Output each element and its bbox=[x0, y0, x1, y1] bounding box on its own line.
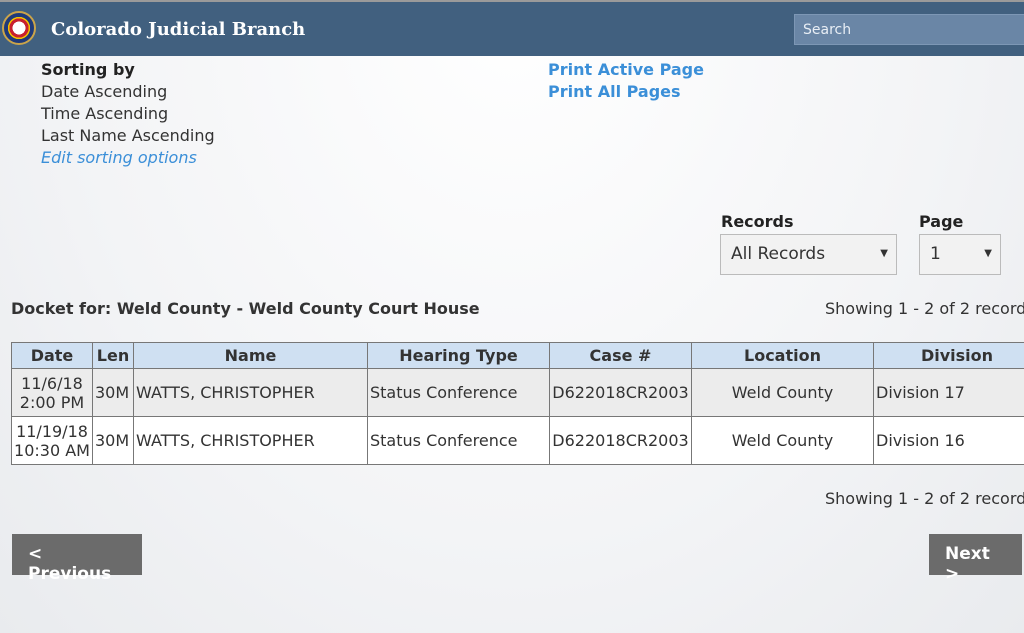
sorting-heading: Sorting by bbox=[41, 60, 135, 79]
caret-down-icon: ▼ bbox=[880, 248, 888, 259]
date: 11/6/18 bbox=[21, 373, 83, 393]
time: 2:00 PM bbox=[19, 392, 85, 412]
table-header-row: Date Len Name Hearing Type Case # Locati… bbox=[11, 342, 1024, 369]
showing-count-top: Showing 1 - 2 of 2 records bbox=[825, 299, 1024, 318]
name-cell: WATTS, CHRISTOPHER bbox=[133, 368, 368, 417]
col-location: Location bbox=[691, 342, 874, 369]
sort-item: Date Ascending bbox=[41, 82, 168, 101]
table-row: 11/19/18 10:30 AM 30M WATTS, CHRISTOPHER … bbox=[11, 416, 1024, 465]
col-name: Name bbox=[133, 342, 368, 369]
previous-button[interactable]: < Previous bbox=[12, 534, 142, 584]
caret-down-icon: ▼ bbox=[984, 248, 992, 259]
len-cell: 30M bbox=[92, 416, 134, 465]
table-row: 11/6/18 2:00 PM 30M WATTS, CHRISTOPHER St… bbox=[11, 368, 1024, 417]
showing-count-bottom: Showing 1 - 2 of 2 records bbox=[825, 489, 1024, 508]
records-label: Records bbox=[721, 212, 794, 231]
len-cell: 30M bbox=[92, 368, 134, 417]
edit-sorting-link[interactable]: Edit sorting options bbox=[41, 148, 197, 167]
header-bar: Colorado Judicial Branch Search bbox=[0, 0, 1024, 56]
sort-item: Last Name Ascending bbox=[41, 126, 215, 145]
records-select[interactable]: All Records ▼ bbox=[720, 234, 897, 275]
records-value: All Records bbox=[731, 244, 826, 264]
page-value: 1 bbox=[930, 244, 941, 264]
col-len: Len bbox=[92, 342, 134, 369]
case-cell[interactable]: D622018CR2003 bbox=[549, 416, 692, 465]
hearing-type-cell: Status Conference bbox=[367, 416, 550, 465]
page-label: Page bbox=[919, 212, 964, 231]
sorting-panel: Sorting by Date Ascending Time Ascending… bbox=[41, 59, 215, 169]
date-cell: 11/6/18 2:00 PM bbox=[11, 368, 93, 417]
division-cell: Division 16 bbox=[873, 416, 1024, 465]
print-links: Print Active Page Print All Pages bbox=[548, 59, 704, 103]
page-select[interactable]: 1 ▼ bbox=[919, 234, 1001, 275]
print-active-page-link[interactable]: Print Active Page bbox=[548, 60, 704, 79]
docket-title: Docket for: Weld County - Weld County Co… bbox=[11, 299, 480, 318]
col-hearing-type: Hearing Type bbox=[367, 342, 550, 369]
col-case: Case # bbox=[549, 342, 692, 369]
print-all-pages-link[interactable]: Print All Pages bbox=[548, 82, 681, 101]
division-cell: Division 17 bbox=[873, 368, 1024, 417]
hearing-type-cell: Status Conference bbox=[367, 368, 550, 417]
location-cell: Weld County bbox=[691, 416, 874, 465]
date-cell: 11/19/18 10:30 AM bbox=[11, 416, 93, 465]
seal-logo-icon[interactable] bbox=[2, 11, 36, 45]
name-cell: WATTS, CHRISTOPHER bbox=[133, 416, 368, 465]
case-cell[interactable]: D622018CR2003 bbox=[549, 368, 692, 417]
next-button[interactable]: Next > bbox=[929, 534, 1022, 584]
location-cell: Weld County bbox=[691, 368, 874, 417]
search-input[interactable]: Search bbox=[794, 14, 1024, 45]
docket-table: Date Len Name Hearing Type Case # Locati… bbox=[11, 342, 1024, 465]
sort-item: Time Ascending bbox=[41, 104, 169, 123]
col-division: Division bbox=[873, 342, 1024, 369]
site-title[interactable]: Colorado Judicial Branch bbox=[51, 19, 306, 40]
col-date: Date bbox=[11, 342, 93, 369]
date: 11/19/18 bbox=[16, 421, 88, 441]
time: 10:30 AM bbox=[14, 440, 90, 460]
